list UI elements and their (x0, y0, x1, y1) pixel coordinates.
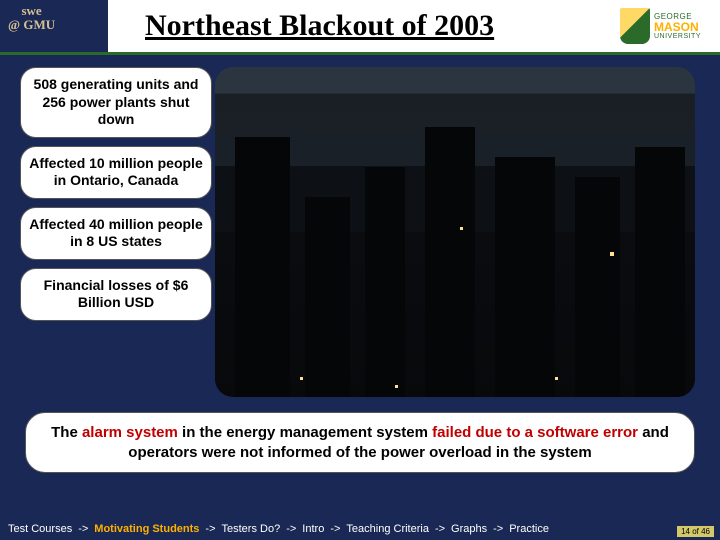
breadcrumb-nav: Test Courses -> Motivating Students -> T… (0, 518, 720, 540)
building-silhouette (305, 197, 350, 397)
nav-sep-icon: -> (330, 523, 340, 535)
window-light-icon (555, 377, 558, 380)
mason-text: GEORGE MASON UNIVERSITY (654, 13, 701, 40)
nav-sep-icon: -> (205, 523, 215, 535)
mason-university: UNIVERSITY (654, 33, 701, 40)
window-light-icon (395, 385, 398, 388)
mason-logo: GEORGE MASON UNIVERSITY (620, 5, 710, 47)
window-light-icon (610, 252, 614, 256)
fact-box: Affected 10 million people in Ontario, C… (20, 146, 212, 199)
window-light-icon (460, 227, 463, 230)
slide-content: 508 generating units and 256 power plant… (0, 55, 720, 485)
nav-item[interactable]: Intro (302, 523, 324, 535)
fact-box: Affected 40 million people in 8 US state… (20, 207, 212, 260)
nav-item[interactable]: Test Courses (8, 523, 72, 535)
page-total: 46 (701, 527, 710, 536)
building-silhouette (365, 167, 405, 397)
nav-sep-icon: -> (493, 523, 503, 535)
swe-gmu-logo: swe @ GMU (8, 4, 55, 33)
building-silhouette (425, 127, 475, 397)
building-silhouette (495, 157, 555, 397)
nav-sep-icon: -> (435, 523, 445, 535)
nav-item-active[interactable]: Motivating Students (94, 523, 199, 535)
building-silhouette (635, 147, 685, 397)
logo-line2: @ GMU (8, 18, 55, 32)
summary-highlight: alarm system (82, 424, 178, 441)
summary-text: The (51, 424, 82, 441)
nav-item[interactable]: Graphs (451, 523, 487, 535)
logo-line1: swe (8, 4, 55, 18)
fact-box: Financial losses of $6 Billion USD (20, 268, 212, 321)
building-silhouette (575, 177, 620, 397)
window-light-icon (300, 377, 303, 380)
summary-text: in the energy management system (178, 424, 432, 441)
mason-shield-icon (620, 8, 650, 44)
building-silhouette (235, 137, 290, 397)
nav-sep-icon: -> (286, 523, 296, 535)
page-number: 14 of 46 (677, 526, 714, 537)
slide-title: Northeast Blackout of 2003 (145, 9, 494, 43)
slide-header: swe @ GMU Northeast Blackout of 2003 GEO… (0, 0, 720, 55)
nav-item[interactable]: Teaching Criteria (346, 523, 429, 535)
mason-mason: MASON (654, 21, 701, 33)
fact-box: 508 generating units and 256 power plant… (20, 67, 212, 138)
blackout-photo (215, 67, 695, 397)
nav-sep-icon: -> (78, 523, 88, 535)
summary-box: The alarm system in the energy managemen… (25, 412, 695, 473)
nav-item[interactable]: Testers Do? (222, 523, 281, 535)
page-current: 14 (681, 527, 690, 536)
summary-highlight: failed due to a software error (432, 424, 638, 441)
nav-item[interactable]: Practice (509, 523, 549, 535)
page-sep: of (690, 527, 701, 536)
fact-list: 508 generating units and 256 power plant… (20, 67, 212, 321)
